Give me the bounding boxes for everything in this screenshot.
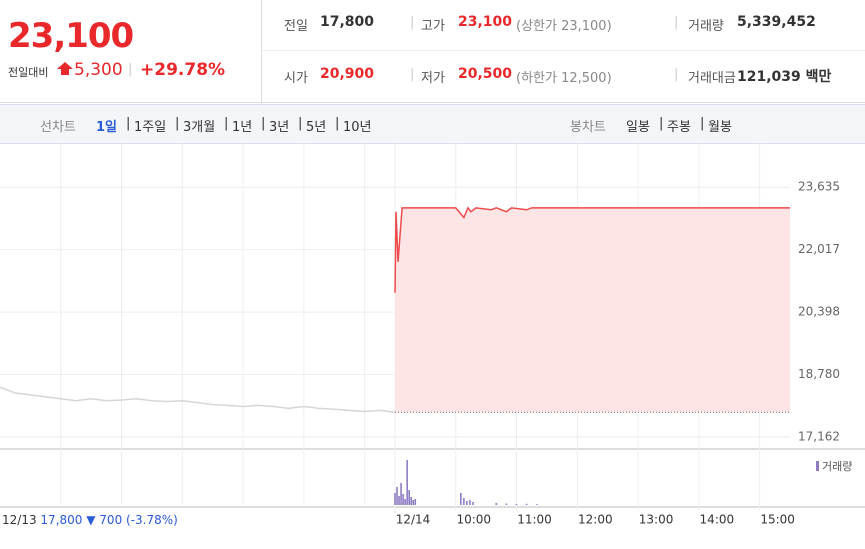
- tab-button[interactable]: 주봉: [667, 120, 691, 135]
- volume-bar: [394, 493, 396, 505]
- stat-label: 전일: [284, 19, 308, 34]
- separator: |: [700, 116, 705, 131]
- y-tick-label: 20,398: [798, 305, 840, 319]
- volume-bar: [412, 500, 415, 505]
- price: 23,100: [8, 16, 134, 56]
- x-tick-label: 12:00: [578, 513, 613, 527]
- x-tick-label: 13:00: [639, 513, 674, 527]
- volume-bar: [400, 483, 402, 505]
- tab-button[interactable]: 월봉: [708, 120, 732, 135]
- rate: +29.78%: [140, 60, 226, 80]
- separator: |: [261, 116, 266, 131]
- separator: |: [335, 116, 340, 131]
- volume-bar: [414, 499, 417, 505]
- volume-bar: [472, 502, 474, 505]
- x-tick-label: 15:00: [760, 513, 795, 527]
- tab-label: 봉차트: [570, 120, 606, 135]
- volume-bar: [402, 494, 404, 505]
- stat-value: 5,339,452: [737, 14, 816, 30]
- header-divider: [262, 102, 865, 103]
- stat-note: (하한가 12,500): [516, 71, 612, 86]
- separator: |: [175, 116, 180, 131]
- tab-button[interactable]: 5년: [306, 120, 327, 135]
- stat-value: 121,039 백만: [737, 69, 832, 85]
- footer-rate: (-3.78%): [126, 513, 178, 527]
- volume-bar: [406, 460, 408, 505]
- separator: |: [126, 116, 131, 131]
- separator: |: [674, 67, 679, 82]
- tab-bar: 선차트 1일 | 1주일 | 3개월 | 1년 | 3년 | 5년 | 10년 봉차트 일봉 | 주봉 | 월봉: [0, 104, 865, 144]
- footer: 12/13 17,800 ▼ 700 (-3.78%): [2, 513, 178, 527]
- stat-label: 저가: [421, 71, 445, 86]
- price-line: [394, 206, 790, 293]
- tab-button[interactable]: 1일: [96, 120, 118, 135]
- y-tick-label: 23,635: [798, 180, 840, 194]
- y-tick-label: 22,017: [798, 242, 840, 256]
- volume-bar: [404, 499, 406, 505]
- stat-value: 20,900: [320, 66, 375, 82]
- stat-label: 거래량: [688, 19, 724, 34]
- change-label: 전일대비: [8, 66, 49, 79]
- x-tick-label: 10:00: [456, 513, 491, 527]
- tab-button[interactable]: 3개월: [183, 120, 216, 135]
- x-tick-label: 14:00: [700, 513, 735, 527]
- price-box: 23,100 전일대비 5,300 | +29.78%: [0, 0, 262, 103]
- separator: |: [128, 62, 133, 77]
- legend-label: 거래량: [822, 460, 852, 473]
- volume-bar: [408, 490, 410, 505]
- volume-bar: [525, 503, 528, 505]
- footer-date: 12/13: [2, 513, 37, 527]
- volume-bar: [515, 504, 518, 505]
- x-tick-label: 12/14: [396, 513, 431, 527]
- x-tick-label: 11:00: [517, 513, 552, 527]
- tab-button[interactable]: 1년: [232, 120, 253, 135]
- volume-bar: [398, 496, 400, 505]
- volume-bar: [495, 503, 498, 505]
- volume-bar: [463, 498, 465, 505]
- tab-button[interactable]: 10년: [343, 120, 372, 135]
- stat-value: 17,800: [320, 14, 375, 30]
- tab-button[interactable]: 일봉: [626, 120, 650, 135]
- stat-label: 거래대금: [688, 71, 736, 86]
- volume-bar: [469, 500, 471, 505]
- tab-button[interactable]: 1주일: [134, 120, 167, 135]
- y-tick-label: 17,162: [798, 429, 840, 443]
- row-divider: [262, 50, 865, 51]
- separator: |: [410, 15, 415, 30]
- volume-bar: [460, 493, 462, 505]
- separator: |: [410, 67, 415, 82]
- volume-bar: [410, 497, 413, 505]
- tab-label: 선차트: [40, 120, 76, 135]
- footer-close: 17,800: [40, 513, 82, 527]
- up-icon: [57, 62, 73, 75]
- separator: |: [659, 116, 664, 131]
- footer-change: ▼ 700: [86, 513, 122, 527]
- volume-bar: [396, 487, 398, 505]
- area: [395, 207, 790, 413]
- separator: |: [674, 15, 679, 30]
- tab-button[interactable]: 3년: [269, 120, 290, 135]
- legend-swatch: [816, 461, 819, 471]
- stat-note: (상한가 23,100): [516, 19, 612, 34]
- volume-bar: [505, 503, 508, 505]
- volume-bar: [466, 501, 468, 505]
- stat-value: 23,100: [458, 14, 513, 30]
- separator: |: [224, 116, 229, 131]
- stat-label: 시가: [284, 71, 308, 86]
- volume-bar: [535, 504, 538, 505]
- change: 5,300: [74, 60, 123, 80]
- separator: |: [298, 116, 303, 131]
- stat-value: 20,500: [458, 66, 513, 82]
- y-tick-label: 18,780: [798, 367, 840, 381]
- price-line: [0, 386, 396, 414]
- stat-label: 고가: [421, 19, 445, 34]
- chart: 17,162 18,780 20,398 22,017 23,635 12/14 10:00…: [0, 143, 865, 527]
